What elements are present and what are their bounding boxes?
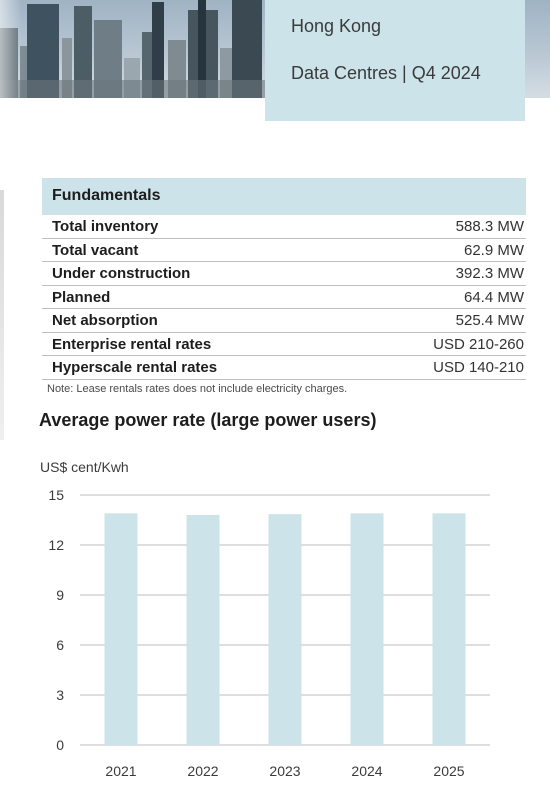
row-label: Enterprise rental rates — [52, 335, 212, 353]
bar-2025 — [432, 513, 466, 745]
y-tick-label: 0 — [56, 737, 64, 753]
x-tick-label: 2021 — [105, 763, 136, 779]
row-value: 64.4 MW — [463, 288, 524, 306]
bar-2022 — [186, 515, 220, 745]
fundamentals-table: Fundamentals Total inventory 588.3 MW To… — [42, 178, 526, 380]
row-label: Planned — [52, 288, 111, 306]
row-label: Hyperscale rental rates — [52, 359, 218, 376]
bar-2023 — [268, 514, 302, 745]
x-tick-label: 2023 — [269, 763, 300, 779]
y-tick-label: 3 — [56, 687, 64, 703]
y-axis-label: US$ cent/Kwh — [40, 459, 129, 475]
row-value: USD 140-210 — [433, 359, 524, 376]
row-value: 525.4 MW — [455, 312, 524, 329]
table-row: Total vacant 62.9 MW — [42, 239, 526, 262]
row-value: USD 210-260 — [433, 335, 524, 353]
row-label: Total vacant — [52, 241, 139, 259]
bar-2021 — [104, 513, 138, 745]
chart-title: Average power rate (large power users) — [39, 410, 377, 430]
table-row: Planned 64.4 MW — [42, 286, 526, 309]
row-value: 62.9 MW — [463, 241, 524, 259]
page-edge-shadow — [0, 190, 4, 440]
location-title: Hong Kong — [291, 16, 382, 36]
table-row: Hyperscale rental rates USD 140-210 — [42, 356, 526, 380]
report-title-panel: Hong Kong Data Centres | Q4 2024 — [265, 0, 525, 121]
row-label: Net absorption — [52, 312, 158, 329]
y-tick-label: 15 — [48, 487, 64, 503]
bar-2024 — [350, 513, 384, 745]
row-value: 588.3 MW — [455, 218, 524, 235]
row-label: Under construction — [52, 265, 191, 282]
fundamentals-title: Fundamentals — [52, 187, 161, 204]
y-tick-label: 12 — [48, 537, 64, 553]
bar-chart: 0 3 6 9 12 15 2021 2022 2023 2024 2025 — [48, 487, 490, 779]
table-row: Under construction 392.3 MW — [42, 262, 526, 286]
row-label: Total inventory — [52, 218, 159, 235]
x-tick-label: 2024 — [351, 763, 382, 779]
table-row: Enterprise rental rates USD 210-260 — [42, 333, 526, 356]
y-tick-label: 6 — [56, 637, 64, 653]
report-subtitle: Data Centres | Q4 2024 — [291, 63, 481, 83]
y-tick-label: 9 — [56, 587, 64, 603]
fundamentals-header: Fundamentals — [42, 178, 526, 215]
table-row: Total inventory 588.3 MW — [42, 215, 526, 239]
table-row: Net absorption 525.4 MW — [42, 309, 526, 333]
x-tick-label: 2025 — [433, 763, 464, 779]
x-tick-label: 2022 — [187, 763, 218, 779]
table-note: Note: Lease rentals rates does not inclu… — [47, 383, 348, 395]
row-value: 392.3 MW — [455, 265, 524, 282]
